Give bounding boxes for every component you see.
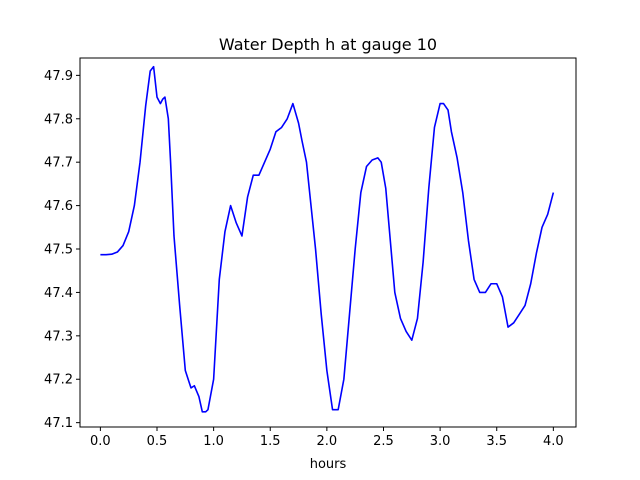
x-tick-label: 1.5 [260, 434, 281, 449]
x-axis: 0.0 0.5 1.0 1.5 2.0 2.5 3.0 3.5 4.0 [90, 427, 564, 449]
x-tick-label: 3.5 [486, 434, 507, 449]
x-tick-label: 0.0 [90, 434, 111, 449]
x-tick-label: 1.0 [203, 434, 224, 449]
y-tick-label: 47.7 [44, 156, 73, 171]
y-tick-label: 47.9 [44, 69, 73, 84]
x-tick-label: 2.0 [317, 434, 338, 449]
x-tick-label: 3.0 [430, 434, 451, 449]
series-line [100, 65, 555, 413]
x-tick-label: 2.5 [373, 434, 394, 449]
y-axis: 47.1 47.2 47.3 47.4 47.5 47.6 47.7 47.8 47.9 [44, 69, 80, 431]
y-tick-label: 47.1 [44, 416, 73, 431]
y-tick-label: 47.5 [44, 243, 73, 258]
y-tick-label: 47.4 [44, 286, 73, 301]
x-tick-label: 0.5 [147, 434, 168, 449]
y-tick-label: 47.2 [44, 373, 73, 388]
x-tick-label: 4.0 [543, 434, 564, 449]
y-tick-label: 47.3 [44, 329, 73, 344]
plot-frame [79, 57, 577, 428]
chart-title: Water Depth h at gauge 10 [219, 35, 437, 54]
y-tick-label: 47.6 [44, 199, 73, 214]
x-axis-label: hours [310, 457, 347, 472]
y-tick-label: 47.8 [44, 112, 73, 127]
